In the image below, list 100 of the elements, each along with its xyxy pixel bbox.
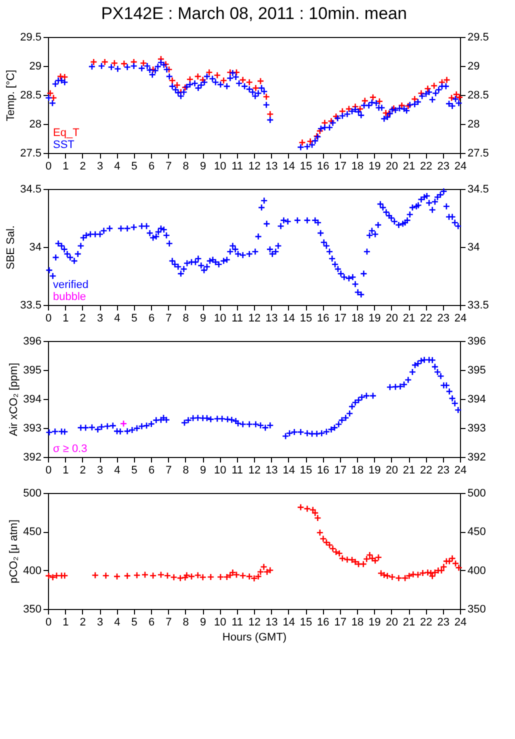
y2-tick-label: 392: [468, 452, 486, 464]
x-tick-label: 3: [96, 160, 104, 172]
x-tick-label: 20: [386, 160, 398, 172]
x-tick-label: 24: [454, 160, 467, 172]
point: [56, 72, 64, 80]
x-tick-label: 13: [266, 464, 278, 476]
point: [345, 105, 353, 113]
x-tick-label: 14: [282, 312, 295, 324]
x-tick-label: 21: [402, 160, 416, 172]
x-tick-label: 10: [214, 616, 226, 628]
x-tick-label: 16: [317, 312, 330, 324]
x-tick-label: 7: [166, 464, 172, 476]
y2-tick-label: 34: [468, 242, 480, 254]
x-tick-label: 15: [300, 312, 312, 324]
x-tick-label: 12: [248, 160, 261, 172]
x-tick-label: 7: [166, 160, 172, 172]
x-tick-label: 15: [300, 160, 312, 172]
x-tick-label: 2: [80, 464, 86, 476]
x-tick-label: 12: [248, 616, 261, 628]
x-tick-label: 7: [166, 616, 172, 628]
y-tick-label: 392: [23, 452, 42, 464]
point: [256, 77, 264, 85]
x-tick-label: 16: [317, 616, 330, 628]
point: [232, 68, 240, 76]
x-tick-label: 1: [62, 616, 69, 628]
x-tick-label: 6: [148, 160, 155, 172]
x-tick-label: 8: [182, 312, 189, 324]
series-label: verified: [53, 279, 88, 291]
y-tick-label: 28.5: [20, 90, 42, 102]
point: [226, 68, 234, 76]
x-tick-label: 19: [368, 616, 381, 628]
point: [186, 76, 194, 83]
x-tick-label: 24: [454, 312, 467, 324]
x-tick-label: 22: [420, 464, 432, 476]
x-tick-label: 10: [214, 312, 226, 324]
x-tick-label: 6: [148, 616, 155, 628]
y2-tick-label: 29: [468, 60, 480, 72]
x-tick-label: 9: [200, 616, 206, 628]
y-axis-title: SBE Sal.: [5, 225, 18, 270]
x-tick-label: 11: [232, 312, 244, 324]
x-tick-label: 24: [454, 464, 467, 476]
x-tick-label: 19: [368, 464, 381, 476]
x-tick-label: 12: [248, 312, 261, 324]
y-tick-label: 34.5: [20, 184, 42, 196]
x-tick-label: 18: [351, 464, 364, 476]
x-tick-label: 11: [232, 160, 244, 172]
x-tick-label: 21: [402, 312, 416, 324]
y-tick-label: 28: [29, 118, 42, 130]
y-tick-label: 393: [23, 422, 42, 434]
x-tick-label: 2: [80, 160, 86, 172]
y-axis-title: Air xCO₂ [ppm]: [8, 362, 20, 436]
y-tick-label: 500: [23, 488, 42, 500]
x-tick-label: 17: [334, 464, 346, 476]
x-tick-label: 18: [351, 160, 364, 172]
y-tick-label: 400: [23, 564, 42, 577]
point: [424, 84, 432, 92]
point: [220, 76, 228, 84]
y2-tick-label: 28.5: [468, 90, 489, 102]
x-tick-label: 3: [96, 616, 104, 628]
point: [120, 60, 128, 68]
x-tick-label: 15: [300, 616, 312, 628]
point: [110, 59, 118, 67]
point: [369, 94, 377, 101]
point: [306, 138, 314, 146]
x-tick-label: 17: [334, 616, 346, 628]
y2-tick-label: 393: [468, 422, 486, 434]
y2-tick-label: 395: [468, 364, 486, 376]
x-tick-label: 16: [317, 464, 330, 476]
y-tick-label: 396: [23, 336, 42, 348]
x-tick-label: 3: [96, 464, 104, 476]
point: [214, 72, 221, 79]
legend-label: bubble: [53, 291, 86, 303]
y2-tick-label: 29.5: [468, 32, 489, 44]
point: [456, 94, 464, 101]
point: [239, 76, 246, 84]
x-tick-label: 8: [182, 616, 189, 628]
x-tick-label: 6: [148, 464, 155, 476]
x-tick-label: 15: [300, 464, 312, 476]
point: [101, 58, 108, 66]
point: [382, 109, 390, 117]
point: [298, 138, 306, 146]
x-tick-label: 22: [420, 160, 432, 172]
y2-tick-label: 400: [468, 564, 486, 577]
y-tick-label: 450: [23, 526, 42, 538]
x-tick-label: 22: [420, 312, 432, 324]
y2-tick-label: 28: [468, 118, 480, 130]
x-tick-label: 5: [131, 464, 138, 476]
x-tick-label: 6: [148, 312, 155, 324]
x-tick-label: 4: [114, 160, 120, 172]
point: [90, 58, 98, 66]
point: [262, 93, 270, 100]
x-tick-label: 4: [114, 616, 120, 628]
x-tick-label: 17: [334, 312, 346, 324]
x-tick-label: 9: [200, 464, 206, 476]
x-tick-label: 9: [200, 312, 206, 324]
y2-tick-label: 34.5: [468, 184, 489, 196]
y2-tick-label: 450: [468, 526, 486, 538]
x-tick-label: 8: [182, 464, 189, 476]
x-tick-label: 14: [282, 160, 295, 172]
point: [376, 98, 384, 106]
